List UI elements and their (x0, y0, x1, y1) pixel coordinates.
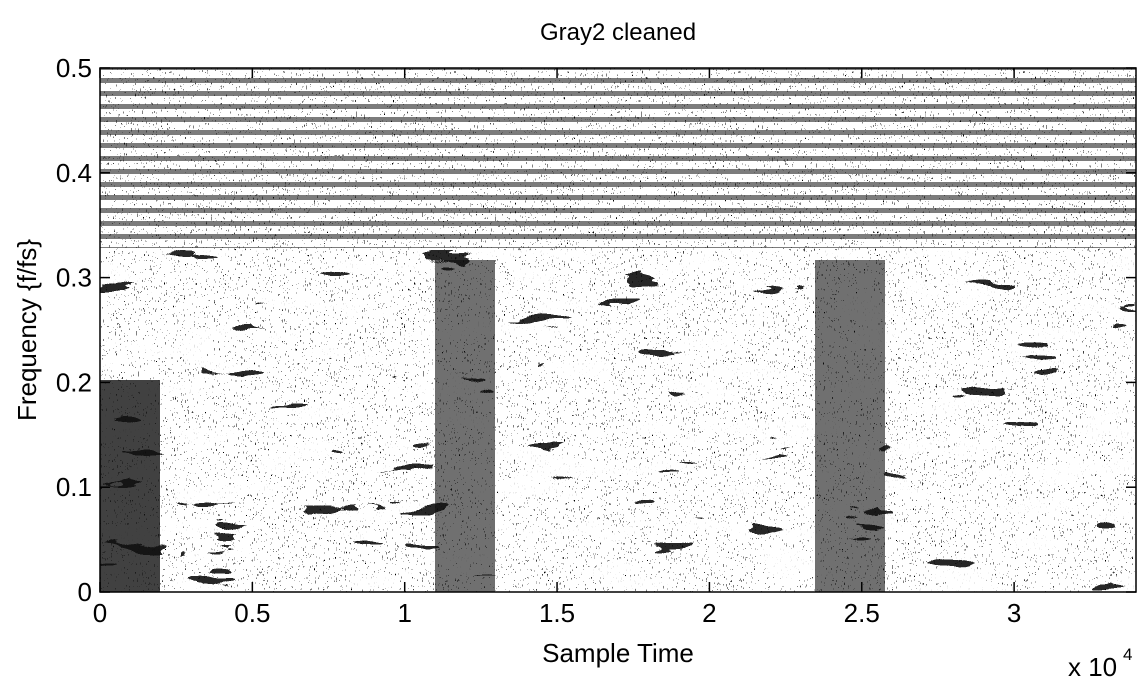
y-tick-label: 0.4 (56, 158, 92, 188)
x-tick-label: 3 (1007, 598, 1021, 628)
x-scale-base: x 10 (1068, 652, 1117, 681)
spectrogram-image (100, 68, 1136, 592)
x-tick-label: 1.5 (539, 598, 575, 628)
x-tick-label: 2 (702, 598, 716, 628)
y-axis-label: Frequency {f/fs} (12, 239, 42, 421)
y-tick-label: 0.1 (56, 472, 92, 502)
y-tick-label: 0.2 (56, 367, 92, 397)
chart-title: Gray2 cleaned (540, 19, 696, 46)
y-tick-label: 0.3 (56, 263, 92, 293)
y-tick-label: 0.5 (56, 53, 92, 83)
x-axis-label: Sample Time (542, 638, 694, 668)
y-tick-label: 0 (78, 577, 92, 607)
x-scale-exponent: 4 (1123, 645, 1132, 664)
x-tick-label: 0.5 (234, 598, 270, 628)
x-tick-label: 1 (397, 598, 411, 628)
x-tick-label: 2.5 (844, 598, 880, 628)
x-tick-label: 0 (93, 598, 107, 628)
plot-frame (99, 67, 1137, 593)
